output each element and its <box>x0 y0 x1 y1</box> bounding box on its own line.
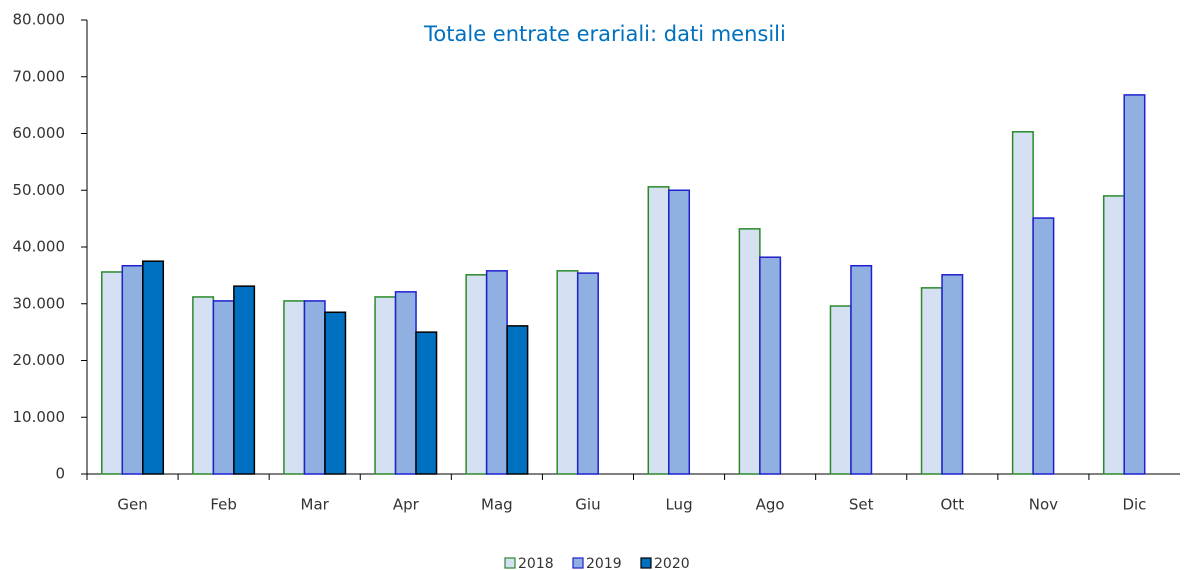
bar <box>668 189 691 475</box>
bar <box>465 274 488 475</box>
bar <box>941 274 964 475</box>
bar <box>374 296 397 475</box>
x-tick-label: Set <box>849 496 874 514</box>
bar <box>920 287 943 475</box>
legend-swatch <box>572 557 584 569</box>
bar <box>415 331 438 475</box>
bar <box>121 264 144 475</box>
bar <box>394 291 417 475</box>
legend-label: 2020 <box>654 556 690 570</box>
x-tick-label: Lug <box>665 496 692 514</box>
bar <box>829 305 852 475</box>
x-tick-label: Ago <box>756 496 785 514</box>
bar <box>192 296 215 475</box>
x-tick-label: Feb <box>210 496 237 514</box>
bar <box>233 285 256 475</box>
bar <box>556 270 579 475</box>
y-tick-label: 30.000 <box>13 294 66 312</box>
x-tick-label: Dic <box>1122 496 1146 514</box>
y-tick-label: 10.000 <box>13 408 66 426</box>
bar <box>485 270 508 475</box>
x-tick-label: Giu <box>575 496 600 514</box>
bar <box>324 311 347 475</box>
y-tick-label: 40.000 <box>13 238 66 256</box>
y-tick-label: 20.000 <box>13 351 66 369</box>
legend-label: 2018 <box>518 556 554 570</box>
x-tick-label: Ott <box>941 496 965 514</box>
bar <box>1123 94 1146 475</box>
bar <box>303 300 326 475</box>
bar <box>283 300 306 475</box>
legend-swatch <box>504 557 516 569</box>
y-tick-label: 0 <box>55 465 65 483</box>
y-tick-label: 70.000 <box>13 67 66 85</box>
bar <box>850 264 873 475</box>
x-tick-label: Nov <box>1029 496 1058 514</box>
legend-label: 2019 <box>586 556 622 570</box>
y-tick-label: 60.000 <box>13 124 66 142</box>
bar <box>212 300 235 475</box>
y-tick-label: 50.000 <box>13 181 66 199</box>
legend-swatch <box>640 557 652 569</box>
x-tick-label: Mar <box>301 496 330 514</box>
bar <box>647 186 670 475</box>
x-tick-label: Apr <box>393 496 420 514</box>
bar <box>1102 195 1125 475</box>
x-tick-label: Gen <box>117 496 147 514</box>
chart-title: Totale entrate erariali: dati mensili <box>423 22 786 46</box>
y-tick-label: 80.000 <box>13 11 66 29</box>
bar <box>1011 131 1034 475</box>
bar <box>738 228 761 475</box>
bar <box>759 256 782 475</box>
bar <box>576 272 599 475</box>
bar <box>101 271 124 475</box>
bar <box>1032 217 1055 475</box>
x-tick-label: Mag <box>481 496 513 514</box>
bar <box>506 325 529 475</box>
bar <box>142 260 165 475</box>
